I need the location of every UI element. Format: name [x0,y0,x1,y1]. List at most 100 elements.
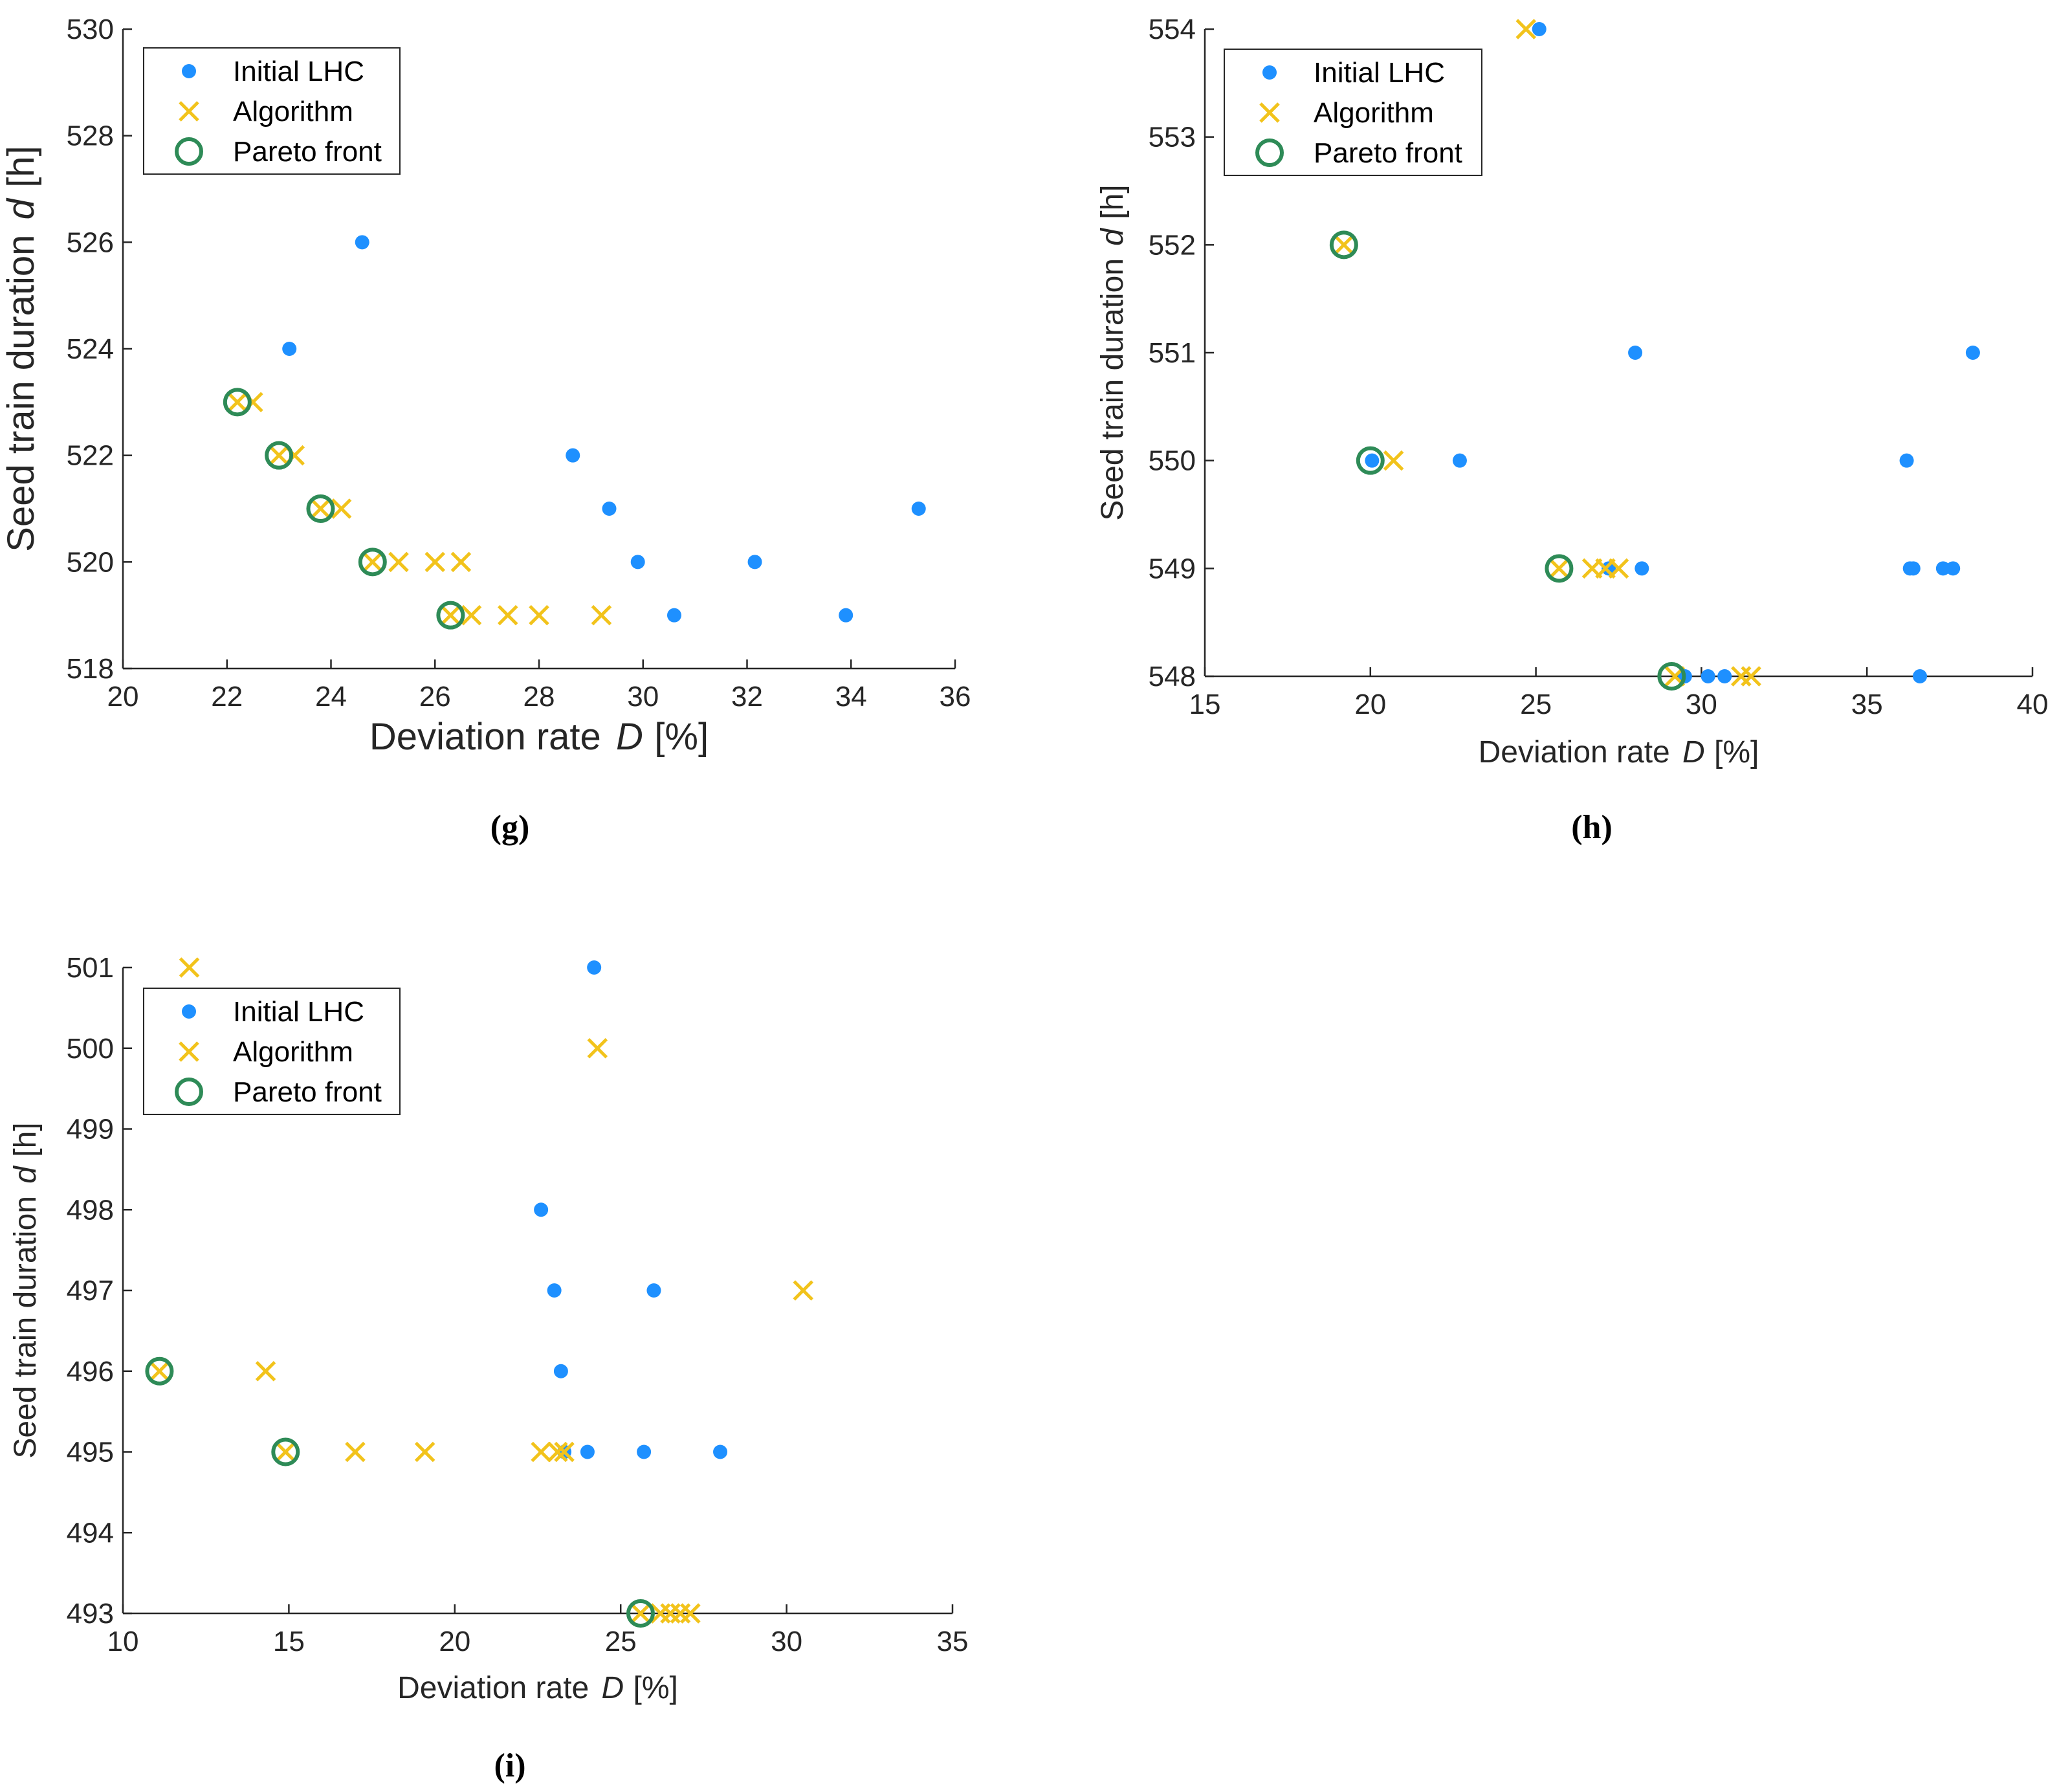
y-tick-label: 499 [67,1114,114,1145]
lhc-point [1965,346,1980,360]
legend: Initial LHC Algorithm Pareto front [1224,49,1482,176]
x-tick-label: 26 [419,681,451,713]
legend-label: Initial LHC [233,996,364,1028]
algorithm-point-stroke [529,604,549,626]
legend-label: Algorithm [233,96,353,127]
algorithm-point [179,957,200,978]
legend-lhc-icon [1262,65,1277,80]
algorithm-point-stroke [1608,558,1629,579]
pareto-point [1356,446,1385,475]
algorithm-point-stroke [554,1441,575,1463]
y-tick-label: 500 [67,1033,114,1065]
algorithm-point-stroke [1334,234,1354,256]
x-axis-label-text: Deviation rate [1479,735,1670,769]
algorithm-point [591,604,612,626]
lhc-point [1602,561,1616,576]
algorithm-point-stroke [388,551,409,573]
lhc-point [1946,561,1961,576]
y-axis-label-unit: [h] [8,1122,43,1156]
y-tick-label: 522 [67,440,114,472]
algorithm-point-stroke [1515,19,1537,39]
lhc-point [646,1283,661,1298]
pareto-point [265,441,294,470]
x-tick-label: 20 [439,1626,470,1657]
y-tick-label: 528 [67,120,114,152]
chart-panel-g: 20 22 24 26 28 30 32 34 36 518 520 522 524 526 528 530 D… [0,14,971,846]
algorithm-point-stroke [461,604,482,626]
algorithm-point-stroke [630,1603,651,1624]
legend-x-stroke [179,101,199,122]
algorithm-point-stroke [331,498,352,519]
lhc-point [602,502,617,516]
x-axis-label-unit: [%] [633,1671,678,1705]
algorithm-point [531,1441,551,1463]
panel-caption: (i) [494,1747,525,1784]
y-tick-label: 518 [67,653,114,685]
y-tick-label: 550 [1149,445,1196,477]
legend-label: Pareto front [233,136,382,168]
x-tick-label: 10 [107,1626,139,1657]
algorithm-point [255,1360,276,1382]
algorithm-point [1741,666,1761,687]
y-axis-label-var: d [0,197,42,219]
algorithm-point [1383,450,1404,471]
lhc-point [713,1444,728,1459]
y-tick-label: 498 [67,1194,114,1226]
legend-label: Pareto front [233,1076,382,1108]
algorithm-point [547,1441,568,1463]
pareto-point [1329,230,1358,260]
algorithm-point [1515,19,1537,39]
lhc-point [1628,346,1643,360]
y-axis-label-text: Seed train duration [8,1196,43,1459]
chart-panel-h: 15 20 25 30 35 40 548 549 550 551 552 553 554 Deviati… [1096,14,2048,846]
lhc-point [1913,669,1928,683]
algorithm-point [450,551,472,573]
y-tick-label: 494 [67,1517,114,1549]
pareto-point [358,548,387,577]
lhc-point [282,342,297,356]
algorithm-point-stroke [227,392,248,413]
x-tick-label: 25 [605,1626,637,1657]
lhc-point [1635,561,1649,576]
algorithm-point [461,604,482,626]
legend-pareto-icon [1255,138,1284,167]
algorithm-point-stroke [269,445,289,466]
legend-label: Algorithm [1314,97,1434,129]
pareto-point [223,388,252,417]
algorithm-point-stroke [680,1603,701,1624]
algorithm-point-stroke [450,551,472,573]
y-tick-label: 524 [67,333,114,365]
lhc-point [1935,561,1950,576]
y-tick-label: 496 [67,1356,114,1388]
y-axis-label-var: d [8,1166,43,1184]
x-tick-label: 35 [1851,689,1883,720]
x-tick-label: 22 [211,681,243,713]
y-tick-label: 549 [1149,553,1196,584]
lhc-point [587,960,602,975]
x-axis-label: Deviation rate D [%] [397,1671,678,1705]
legend-label: Pareto front [1314,137,1462,169]
algorithm-point [440,604,461,626]
y-tick-label: 554 [1149,14,1196,45]
algorithm-point-stroke [547,1441,568,1463]
y-tick-label: 548 [1149,661,1196,692]
x-axis-label-unit: [%] [654,716,709,758]
algorithm-point [680,1603,701,1624]
legend-x-stroke [1259,102,1280,123]
x-tick-label: 20 [107,681,139,713]
algorithm-point [310,498,331,519]
panel-caption: (g) [490,809,530,846]
panel-caption: (h) [1571,809,1613,846]
x-tick-label: 30 [771,1626,802,1657]
algorithm-point [414,1441,435,1463]
x-tick-label: 30 [627,681,659,713]
algorithm-point-stroke [793,1280,814,1301]
legend-label: Initial LHC [233,56,364,87]
x-axis-label: Deviation rate D [%] [1479,735,1759,769]
y-axis-label: Seed train duration d [h] [0,146,42,551]
lhc-point [839,608,853,623]
algorithm-point [388,551,409,573]
x-axis-label: Deviation rate D [%] [369,716,709,758]
algorithm-point [793,1280,814,1301]
y-axis-label-text: Seed train duration [1096,258,1130,521]
